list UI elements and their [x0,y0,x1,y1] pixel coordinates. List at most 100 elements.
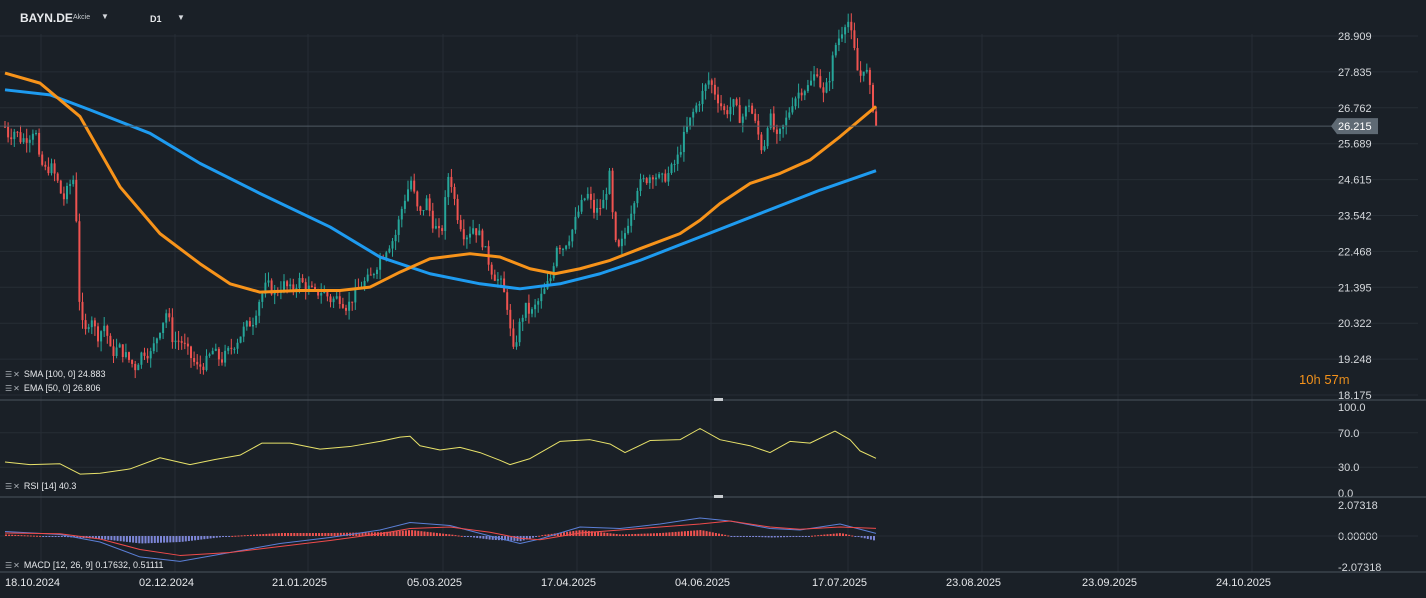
timeframe-dropdown-icon[interactable]: ▼ [177,13,185,22]
macd-histogram-bar [206,536,209,539]
macd-histogram-bar [218,536,221,538]
candle-body [577,211,580,217]
candle-body [267,280,270,283]
macd-histogram-bar [280,533,283,536]
macd-histogram-bar [63,536,66,537]
macd-histogram-bar [389,531,392,536]
price-tick-label: 23.542 [1338,211,1372,223]
candle-body [394,234,397,242]
macd-histogram-bar [330,533,333,536]
candle-body [4,126,6,128]
candle-body [248,321,251,327]
macd-histogram-bar [138,536,141,544]
macd-histogram-bar [265,533,268,536]
macd-histogram-bar [488,536,491,540]
macd-histogram-bar [662,532,665,536]
candle-body [75,179,78,222]
macd-histogram-bar [646,533,649,536]
macd-histogram-bar [752,536,755,537]
candle-body [93,320,96,327]
macd-histogram-bar [842,533,844,536]
macd-histogram-bar [640,533,643,536]
macd-histogram-bar [411,530,414,536]
candle-body [754,113,757,121]
macd-histogram-bar [795,536,798,537]
macd-histogram-bar [358,532,361,536]
candle-body [763,146,766,151]
candle-body [735,99,738,106]
macd-histogram-bar [234,535,237,537]
macd-histogram-bar [466,536,469,537]
countdown-hours: 10 [1299,372,1314,387]
macd-histogram-bar [101,536,104,540]
candle-body [320,293,323,296]
macd-histogram-bar [656,533,658,536]
candle-body [651,177,654,180]
candle-body [115,347,118,356]
macd-histogram-bar [324,533,327,536]
macd-histogram-bar [184,536,187,542]
candle-body [171,317,174,343]
time-axis-label: 21.01.2025 [272,577,327,589]
macd-histogram-bar [228,536,231,537]
settings-close-icon[interactable]: ☰✕ [5,561,21,570]
ema-legend[interactable]: ☰✕ EMA [50, 0] 26.806 [5,383,100,393]
candle-body [794,98,797,107]
macd-tick-label: -2.07318 [1338,562,1381,574]
macd-histogram-bar [380,532,383,536]
macd-histogram-bar [32,535,35,537]
candle-body [549,278,552,282]
candle-body [146,355,149,359]
macd-legend[interactable]: ☰✕ MACD [12, 26, 9] 0.17632, 0.51111 [5,560,163,570]
settings-close-icon[interactable]: ☰✕ [5,384,21,393]
candle-body [698,104,701,106]
macd-histogram-bar [240,535,243,537]
settings-close-icon[interactable]: ☰✕ [5,482,21,491]
candle-body [757,120,760,135]
candle-body [710,80,713,85]
sma-legend[interactable]: ☰✕ SMA [100, 0] 24.883 [5,369,105,379]
macd-histogram-bar [683,531,686,536]
macd-histogram-bar [153,536,156,543]
candle-body [586,193,589,199]
candle-body [862,71,865,76]
candle-body [751,105,754,114]
candle-body [847,21,850,28]
candle-body [732,99,735,107]
macd-histogram-bar [197,536,200,540]
symbol-dropdown-icon[interactable]: ▼ [101,12,109,21]
macd-histogram-bar [119,536,122,542]
symbol-label[interactable]: BAYN.DE [20,11,73,25]
candle-body [822,87,825,93]
candle-body [217,348,220,360]
candle-body [438,226,440,229]
rsi-legend[interactable]: ☰✕ RSI [14] 40.3 [5,481,76,491]
candle-body [19,132,22,143]
candle-body [193,358,196,362]
macd-histogram-bar [172,536,175,543]
candle-body [872,84,874,112]
time-axis-label: 23.08.2025 [946,577,1001,589]
macd-histogram-bar [835,533,838,536]
timeframe-select[interactable]: D1 [150,14,162,24]
candle-body [112,346,115,356]
candle-body [692,111,695,118]
candle-body [307,285,310,291]
candle-body [149,351,152,359]
price-tick-label: 22.468 [1338,246,1372,258]
settings-close-icon[interactable]: ☰✕ [5,370,21,379]
candle-body [865,69,868,72]
macd-histogram-bar [838,533,841,536]
candle-body [35,132,37,134]
candle-body [558,247,561,250]
macd-histogram-bar [398,530,401,536]
macd-histogram-bar [572,531,575,536]
candle-body [565,245,568,249]
candle-body [190,346,192,359]
candle-body [465,237,468,240]
candle-body [314,286,316,290]
rsi-tick-label: 100.0 [1338,402,1366,414]
candle-body [856,47,859,71]
macd-histogram-bar [277,533,280,536]
